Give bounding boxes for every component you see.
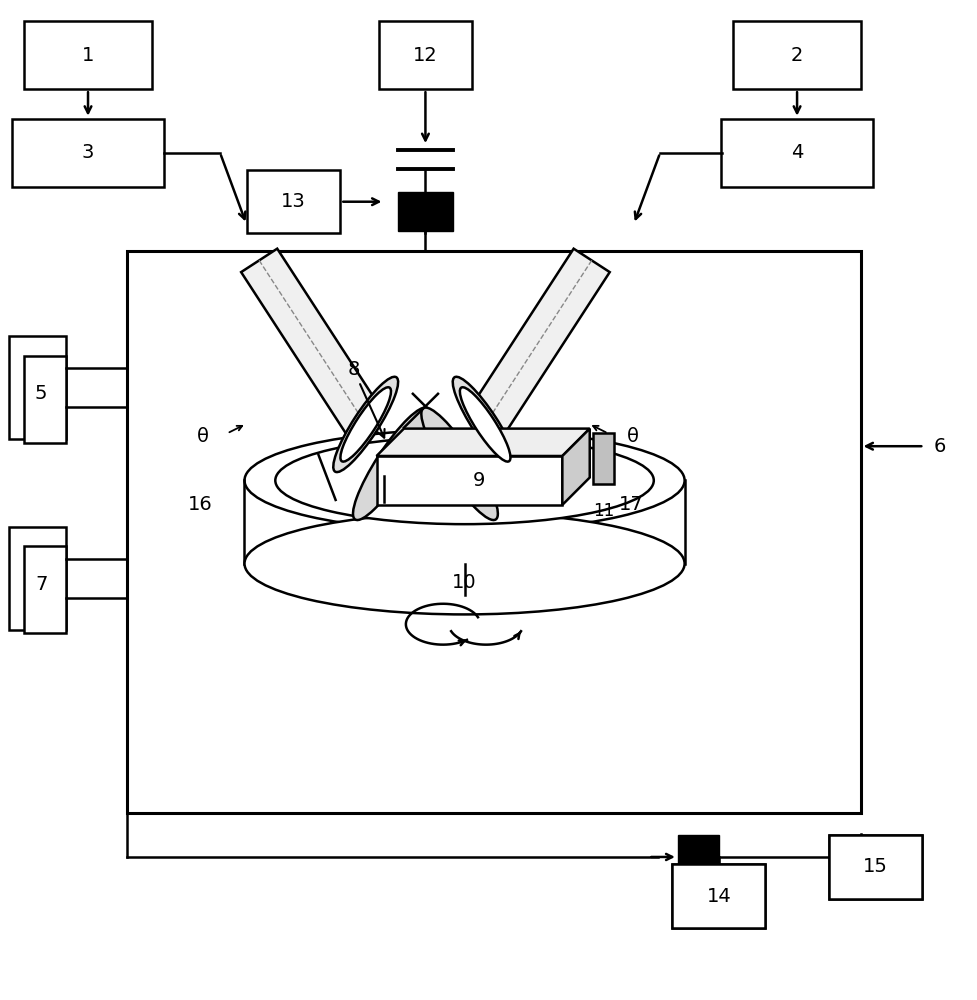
Text: θ: θ: [626, 427, 638, 446]
Bar: [733, 21, 860, 89]
Polygon shape: [467, 249, 609, 436]
Bar: [720, 119, 871, 187]
Bar: [677, 835, 718, 878]
Bar: [246, 170, 340, 233]
Polygon shape: [241, 249, 383, 436]
Text: 14: 14: [705, 887, 731, 906]
Bar: [672, 864, 764, 928]
Text: 17: 17: [617, 495, 643, 514]
Ellipse shape: [368, 432, 456, 561]
Bar: [24, 356, 65, 443]
Text: 3: 3: [82, 143, 94, 162]
Text: 1: 1: [82, 46, 94, 65]
Bar: [398, 192, 452, 231]
Polygon shape: [376, 429, 589, 456]
Ellipse shape: [340, 387, 391, 462]
Polygon shape: [562, 429, 589, 505]
Bar: [828, 835, 920, 899]
Text: 14: 14: [705, 887, 731, 906]
Bar: [24, 21, 151, 89]
Ellipse shape: [244, 513, 684, 614]
Ellipse shape: [244, 430, 684, 531]
Text: 15: 15: [862, 857, 887, 876]
Text: 11: 11: [592, 502, 614, 520]
Bar: [127, 251, 860, 813]
Text: 15: 15: [862, 857, 887, 876]
Bar: [379, 21, 472, 89]
Text: 4: 4: [790, 143, 802, 162]
Bar: [9, 336, 65, 439]
Ellipse shape: [452, 377, 517, 472]
Text: 5: 5: [35, 384, 47, 403]
Text: θ: θ: [196, 427, 208, 446]
Ellipse shape: [459, 387, 510, 462]
Bar: [12, 119, 163, 187]
Text: 9: 9: [473, 471, 485, 490]
Ellipse shape: [421, 408, 497, 520]
Polygon shape: [376, 456, 562, 505]
Ellipse shape: [394, 432, 482, 561]
Text: 13: 13: [280, 192, 306, 211]
Bar: [9, 527, 65, 630]
Ellipse shape: [353, 408, 429, 520]
Ellipse shape: [275, 437, 653, 524]
Bar: [828, 835, 920, 899]
Text: 16: 16: [188, 495, 213, 514]
Text: 2: 2: [790, 46, 802, 65]
Text: 8: 8: [347, 360, 384, 438]
Text: 7: 7: [35, 575, 47, 594]
Bar: [672, 864, 764, 928]
Polygon shape: [592, 433, 614, 484]
Text: 6: 6: [933, 437, 946, 456]
Ellipse shape: [333, 377, 398, 472]
Text: 10: 10: [451, 573, 477, 592]
Text: 12: 12: [412, 46, 438, 65]
Bar: [24, 546, 65, 633]
